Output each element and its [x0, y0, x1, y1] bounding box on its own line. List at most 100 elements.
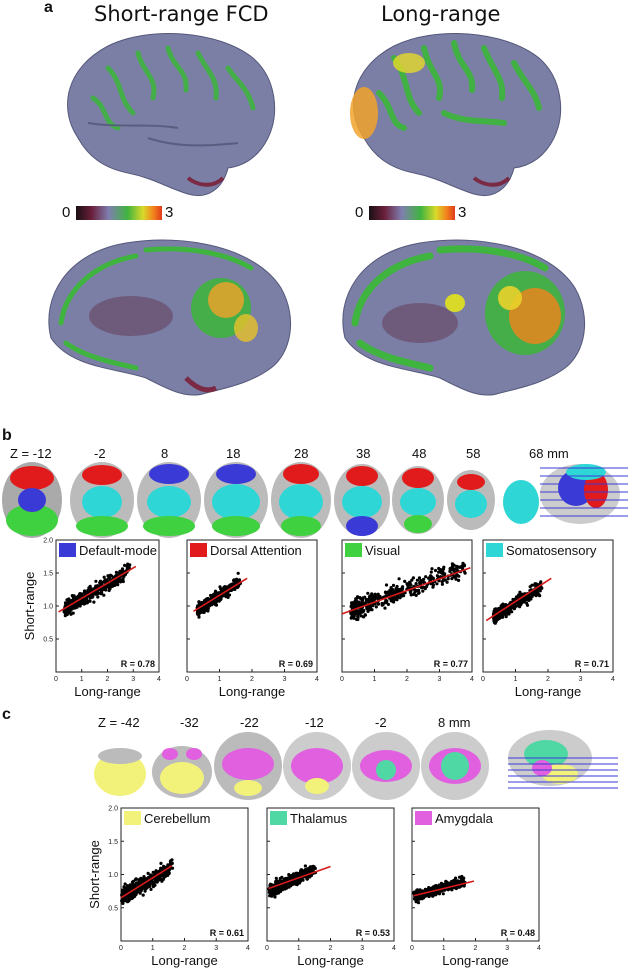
data-point — [85, 596, 89, 600]
scatter-plot-6: 0 1 2 3 4 Amygdala R = 0.48 Long-range — [410, 807, 541, 968]
y-tick-label: 1.0 — [108, 872, 118, 879]
data-point — [352, 602, 357, 606]
data-point — [131, 884, 135, 889]
data-point — [123, 882, 127, 886]
x-tick-label: 1 — [151, 945, 155, 952]
data-point — [366, 591, 370, 595]
data-point — [370, 593, 374, 597]
fit-line — [268, 865, 331, 890]
x-tick-label: 0 — [185, 676, 189, 683]
x-tick-label: 2 — [250, 676, 254, 683]
data-point — [417, 895, 422, 899]
y-axis-label: Short-range — [24, 572, 37, 641]
data-point — [423, 587, 427, 591]
x-axis-label: Long-range — [297, 953, 364, 968]
slices-panel-c — [94, 730, 618, 800]
data-point — [417, 576, 422, 580]
data-point — [429, 570, 433, 574]
data-point — [533, 592, 537, 597]
data-point — [363, 595, 367, 599]
data-point — [504, 615, 508, 619]
fit-line — [120, 865, 173, 899]
data-point — [430, 567, 434, 571]
x-tick-label: 3 — [131, 676, 135, 683]
x-tick-label: 2 — [106, 676, 110, 683]
fit-line — [413, 880, 475, 897]
data-point — [162, 871, 166, 875]
data-point — [395, 584, 399, 589]
data-point — [372, 596, 376, 601]
data-point — [303, 864, 307, 868]
data-point — [149, 887, 153, 891]
slice-label-c-3: -12 — [305, 715, 324, 730]
data-point — [218, 598, 222, 602]
r-annotation: R = 0.71 — [575, 659, 609, 669]
data-point — [99, 592, 103, 596]
legend-swatch — [124, 811, 141, 825]
data-point — [383, 606, 387, 610]
data-point — [63, 601, 68, 605]
legend-swatch — [486, 543, 503, 557]
data-point — [285, 882, 289, 886]
legend-label: Amygdala — [435, 811, 494, 826]
data-point — [367, 597, 371, 601]
r-annotation: R = 0.78 — [121, 659, 155, 669]
data-point — [106, 574, 110, 578]
r-annotation: R = 0.48 — [501, 928, 535, 938]
data-point — [443, 572, 447, 576]
data-point — [492, 620, 496, 624]
x-tick-label: 2 — [474, 945, 478, 952]
data-point — [397, 595, 401, 599]
data-point — [409, 593, 413, 597]
data-point — [86, 588, 90, 592]
r-annotation: R = 0.53 — [356, 928, 390, 938]
data-point — [228, 583, 232, 587]
data-point — [419, 889, 423, 893]
slice-c-0 — [94, 748, 146, 796]
data-point — [391, 583, 396, 587]
data-point — [78, 592, 82, 596]
data-point — [271, 888, 275, 893]
colorbar-long-min: 0 — [355, 204, 364, 221]
slice-label-b-8: 68 mm — [529, 446, 569, 461]
data-point — [283, 887, 287, 891]
data-point — [434, 893, 438, 897]
x-tick-label: 4 — [315, 676, 319, 683]
x-tick-label: 1 — [514, 676, 518, 683]
fit-line — [485, 577, 552, 622]
data-point — [435, 582, 439, 586]
title-long-range: Long-range — [381, 2, 501, 26]
data-point — [397, 588, 401, 592]
data-point — [277, 888, 281, 892]
data-point — [71, 599, 76, 603]
x-tick-label: 0 — [481, 676, 485, 683]
data-point — [94, 579, 98, 583]
y-tick-label: 1.5 — [108, 839, 118, 846]
data-point — [434, 885, 438, 889]
slice-label-b-4: 28 — [294, 446, 309, 461]
data-point — [128, 563, 132, 567]
data-point — [429, 574, 433, 578]
data-point — [312, 867, 316, 871]
data-point — [119, 579, 123, 583]
data-point — [213, 589, 218, 593]
data-point — [363, 613, 367, 617]
slice-b-3 — [204, 462, 268, 538]
data-point — [354, 597, 358, 601]
data-point — [77, 603, 81, 607]
data-point — [128, 896, 132, 900]
x-tick-label: 3 — [360, 945, 364, 952]
data-point — [457, 578, 461, 582]
data-point — [82, 602, 86, 606]
data-point — [200, 610, 204, 614]
data-point — [139, 876, 143, 880]
panel-c-letter: c — [2, 706, 11, 723]
fit-line — [58, 565, 137, 613]
data-point — [435, 574, 439, 578]
data-point — [384, 601, 389, 605]
data-point — [376, 602, 381, 606]
data-point — [514, 604, 519, 608]
data-point — [150, 880, 154, 885]
data-point — [292, 881, 296, 885]
data-point — [94, 592, 98, 596]
